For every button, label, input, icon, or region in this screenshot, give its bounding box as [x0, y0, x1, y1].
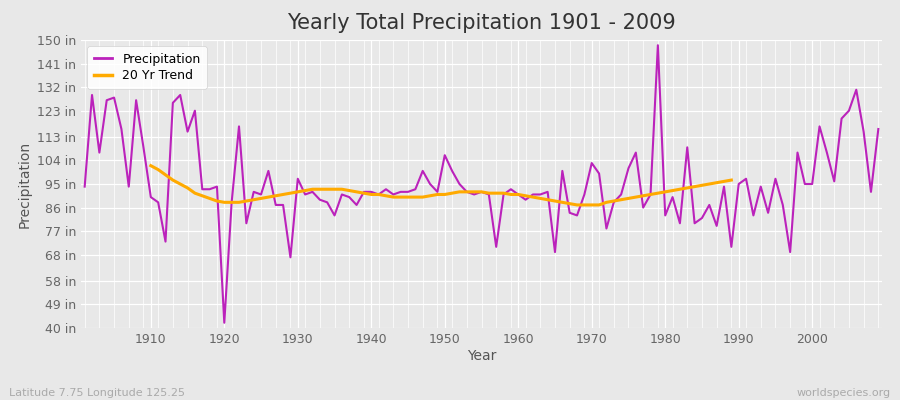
20 Yr Trend [498, 191, 508, 196]
Precipitation [351, 202, 362, 207]
20 Yr Trend [520, 193, 531, 198]
20 Yr Trend [146, 163, 157, 168]
Precipitation [873, 127, 884, 132]
20 Yr Trend [572, 202, 582, 207]
20 Yr Trend [726, 178, 737, 182]
Precipitation [79, 184, 90, 189]
Precipitation [219, 320, 230, 325]
Title: Yearly Total Precipitation 1901 - 2009: Yearly Total Precipitation 1901 - 2009 [287, 13, 676, 33]
Legend: Precipitation, 20 Yr Trend: Precipitation, 20 Yr Trend [87, 46, 207, 88]
20 Yr Trend [491, 191, 501, 196]
Y-axis label: Precipitation: Precipitation [17, 140, 32, 228]
Precipitation [513, 192, 524, 197]
X-axis label: Year: Year [467, 349, 496, 363]
20 Yr Trend [542, 197, 553, 202]
Line: 20 Yr Trend: 20 Yr Trend [151, 166, 732, 205]
Precipitation [608, 200, 619, 205]
Precipitation [307, 190, 318, 194]
Precipitation [520, 197, 531, 202]
20 Yr Trend [402, 195, 413, 200]
Line: Precipitation: Precipitation [85, 45, 878, 323]
Precipitation [138, 145, 148, 150]
Text: worldspecies.org: worldspecies.org [796, 388, 891, 398]
Precipitation [652, 43, 663, 48]
20 Yr Trend [667, 188, 678, 193]
Text: Latitude 7.75 Longitude 125.25: Latitude 7.75 Longitude 125.25 [9, 388, 185, 398]
